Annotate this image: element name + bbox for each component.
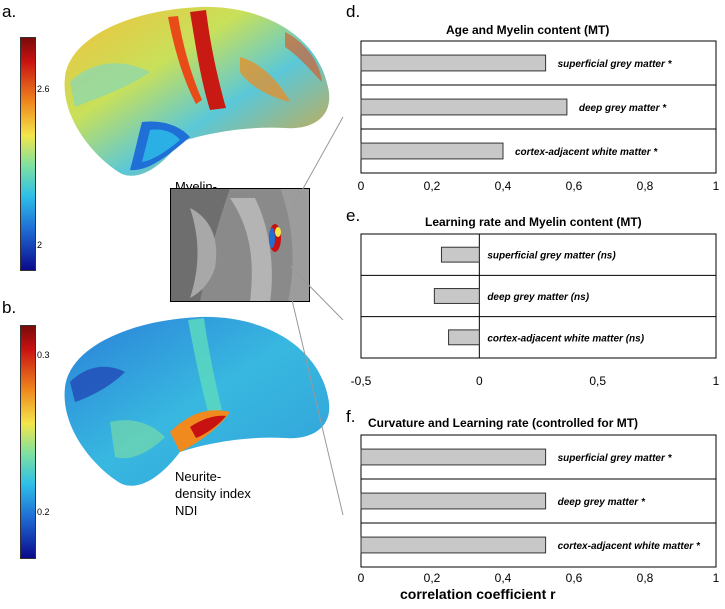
x-tick-label: 1: [713, 571, 720, 585]
chart-f-title: Curvature and Learning rate (controlled …: [368, 416, 639, 430]
x-axis-label: correlation coefficient r: [400, 586, 556, 602]
x-tick-label: 0,4: [495, 179, 512, 193]
x-tick-label: 0: [476, 374, 483, 388]
x-tick-label: 1: [713, 374, 720, 388]
x-tick-label: 1: [713, 179, 720, 193]
bar-label-1: deep grey matter *: [579, 103, 667, 114]
panel-label-a: a.: [2, 2, 17, 21]
x-tick-label: 0,2: [424, 179, 441, 193]
colorbar-ndi-tick-low: 0.2: [37, 507, 50, 517]
brain-ndi-caption: Neurite- density index NDI: [175, 469, 251, 518]
bar-label-1: deep grey matter (ns): [487, 292, 589, 303]
bar-label-0: superficial grey matter (ns): [487, 251, 616, 262]
bar-1: [433, 288, 480, 304]
bar-label-2: cortex-adjacent white matter *: [515, 147, 658, 158]
bar-label-0: superficial grey matter *: [558, 59, 673, 70]
bar-label-2: cortex-adjacent white matter *: [558, 541, 701, 552]
chart-d-title: Age and Myelin content (MT): [446, 23, 610, 37]
bar-2: [360, 536, 547, 554]
bar-0: [360, 54, 547, 72]
plot-frame: [360, 233, 717, 359]
bar-2: [360, 142, 504, 160]
panel-label-b: b.: [2, 298, 17, 317]
x-tick-label: -0,5: [351, 374, 372, 388]
panel-label-d: d.: [346, 2, 361, 21]
bar-1: [360, 98, 568, 116]
colorbar-mt-tick-low: 2: [37, 240, 43, 250]
x-tick-label: 0,5: [589, 374, 606, 388]
brain-surface-ndi: [64, 316, 330, 486]
x-tick-label: 0: [358, 571, 365, 585]
x-tick-label: 0,8: [637, 571, 654, 585]
x-tick-label: 0,8: [637, 179, 654, 193]
bar-0: [440, 246, 480, 263]
brain-surface-mt: [64, 6, 330, 176]
bar-label-0: superficial grey matter *: [558, 453, 673, 464]
bar-0: [360, 448, 547, 466]
x-tick-label: 0,2: [424, 571, 441, 585]
x-tick-label: 0,6: [566, 179, 583, 193]
x-tick-label: 0,6: [566, 571, 583, 585]
inset-zoom-image: [170, 188, 310, 302]
bar-1: [360, 492, 547, 510]
x-tick-label: 0: [358, 179, 365, 193]
chart-e-title: Learning rate and Myelin content (MT): [425, 215, 642, 229]
colorbar-mt-tick-high: 2.6: [37, 84, 50, 94]
bar-label-1: deep grey matter *: [558, 497, 646, 508]
colorbar-mt: [20, 37, 36, 271]
colorbar-ndi: [20, 325, 36, 559]
panel-label-f: f.: [346, 407, 356, 426]
panel-label-e: e.: [346, 206, 361, 225]
bar-2: [448, 329, 480, 346]
colorbar-ndi-tick-high: 0.3: [37, 350, 50, 360]
bar-label-2: cortex-adjacent white matter (ns): [487, 333, 644, 344]
x-tick-label: 0,4: [495, 571, 512, 585]
